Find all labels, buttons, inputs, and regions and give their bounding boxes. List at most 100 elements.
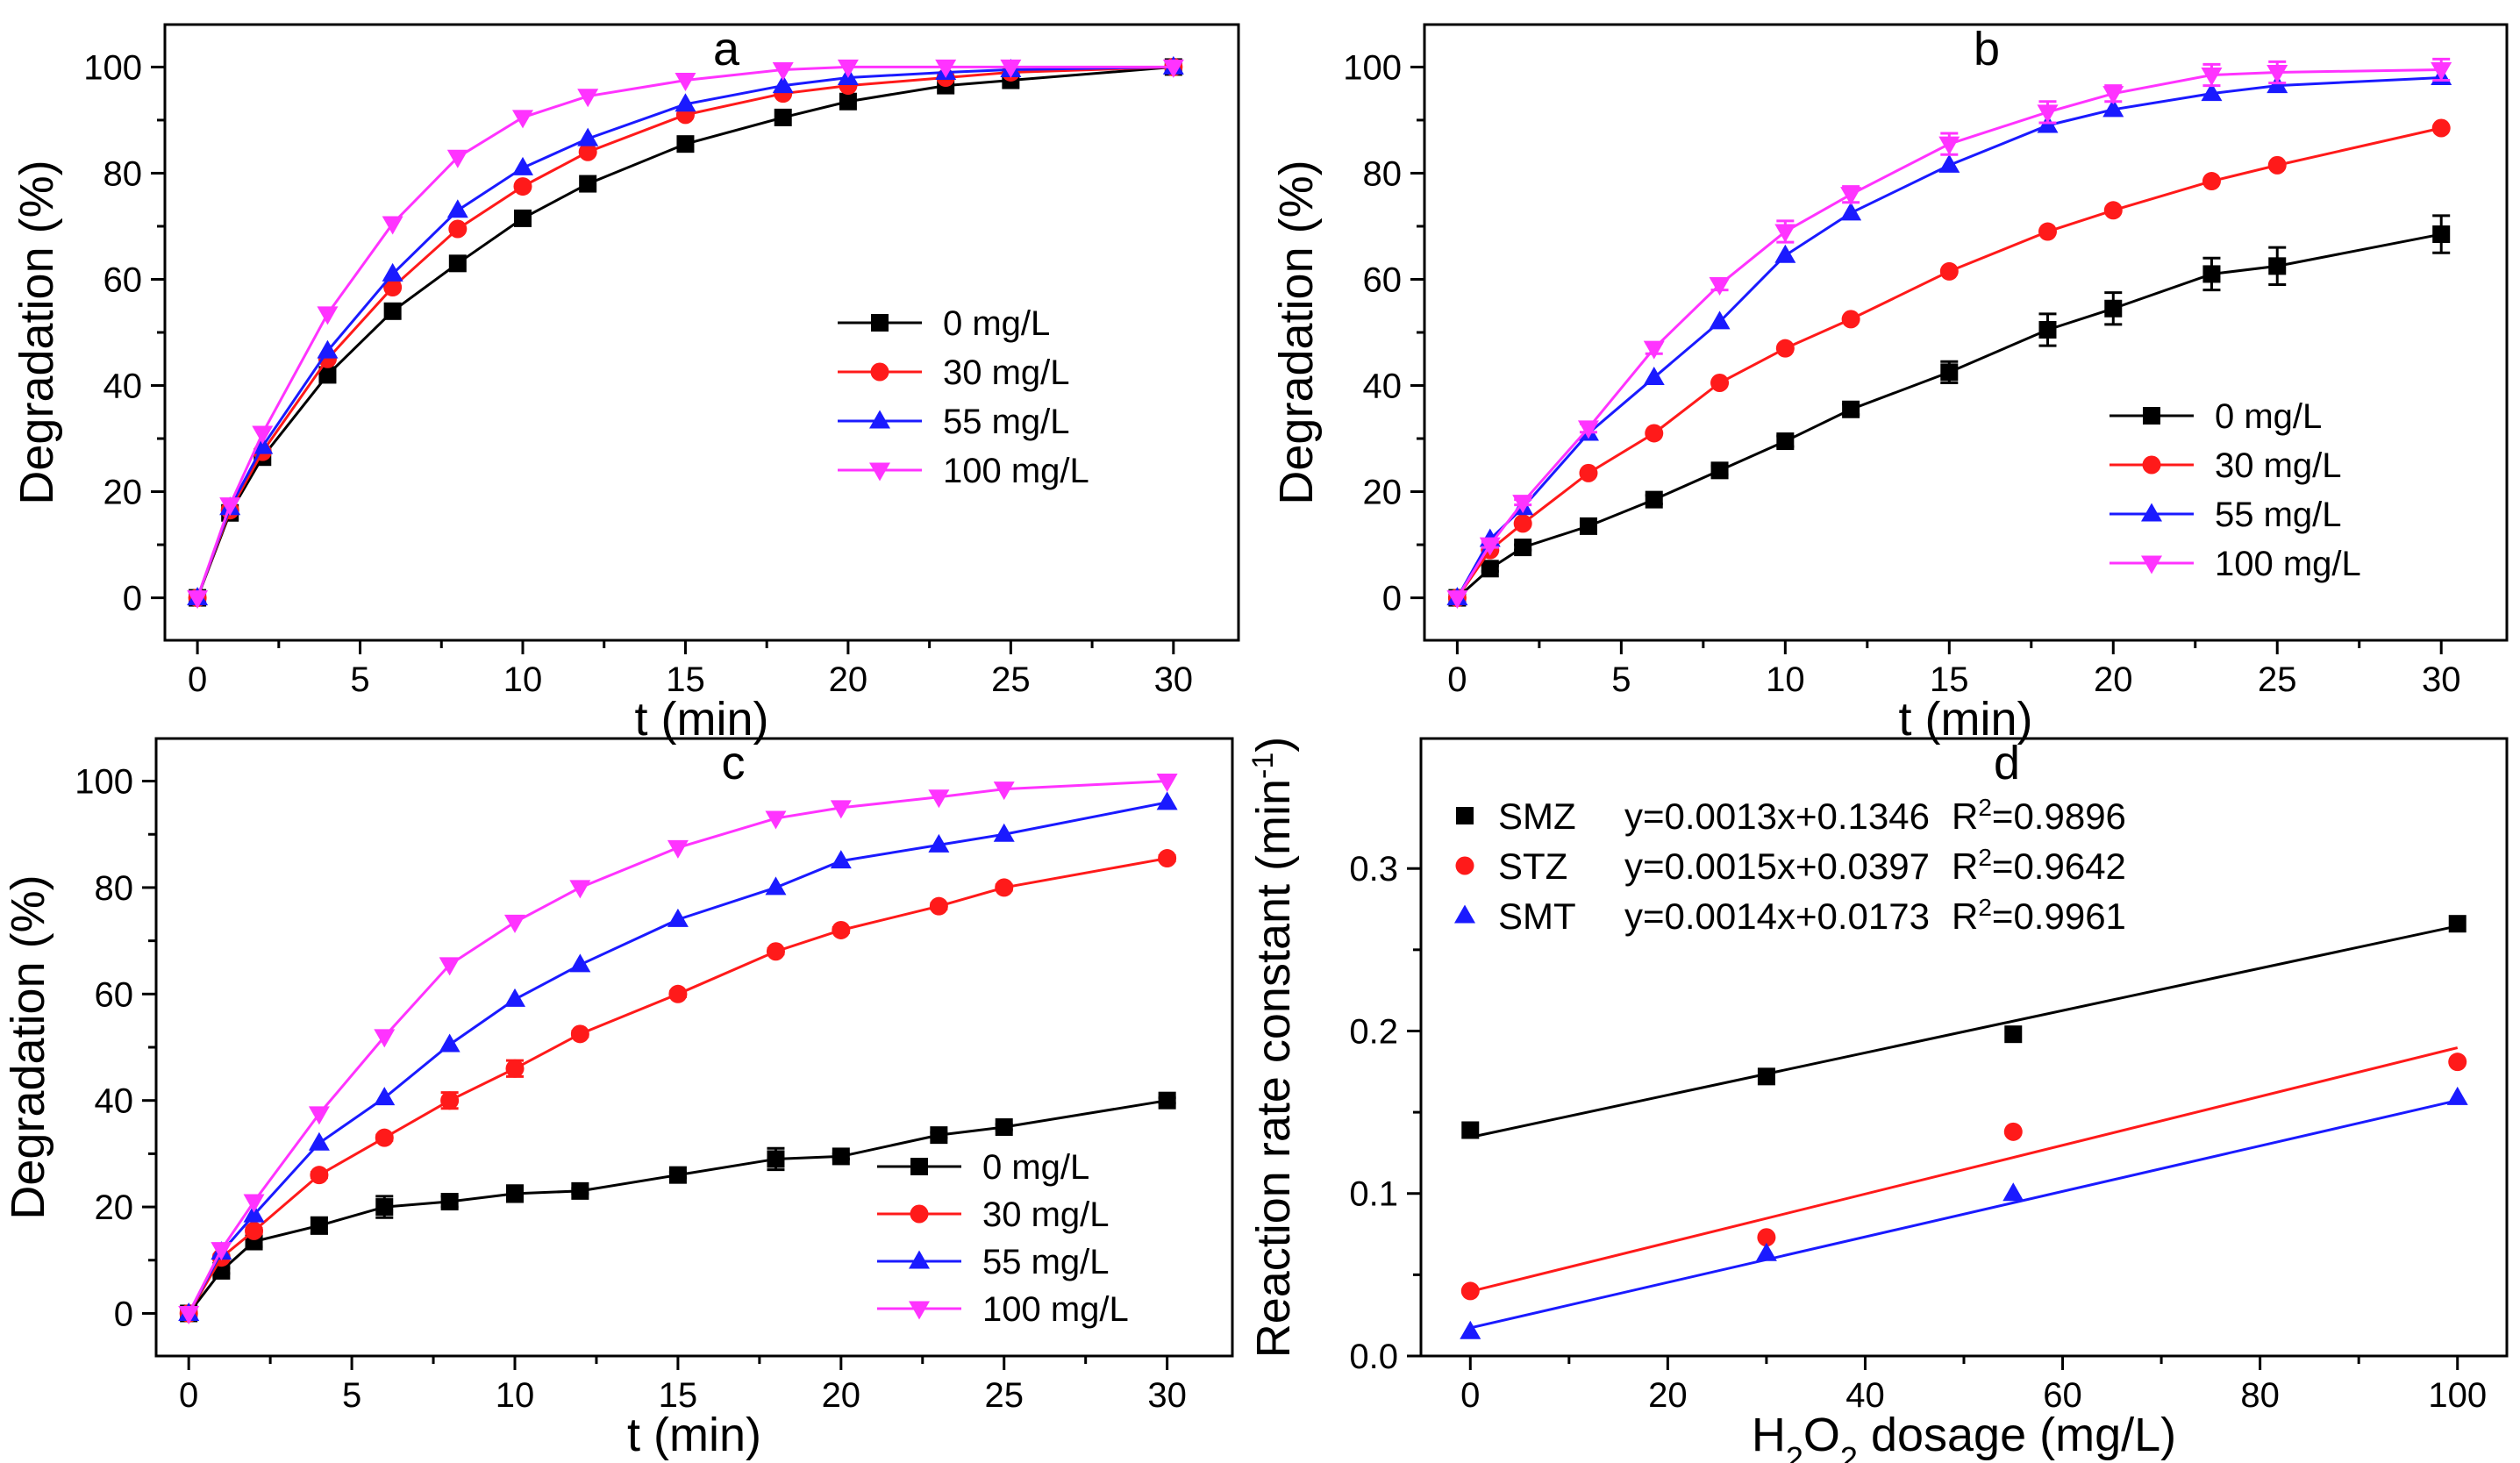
label-part: =0.9642	[1992, 846, 2126, 887]
x-tick-label: 25	[2258, 660, 2297, 699]
data-point	[995, 1118, 1013, 1137]
series-0-mg-l	[180, 1091, 1176, 1323]
y-tick-label: 60	[95, 975, 134, 1014]
fit-line	[1469, 1046, 2459, 1293]
data-point	[1710, 461, 1729, 480]
label-part: )	[1247, 737, 1300, 753]
series-smt	[1460, 1086, 2468, 1339]
y-axis-label: Degradation (%)	[11, 160, 63, 504]
legend-label: 100 mg/L	[2215, 545, 2361, 583]
legend-label: 0 mg/L	[982, 1148, 1089, 1187]
data-point	[2202, 265, 2221, 283]
data-point	[772, 61, 794, 81]
series-line	[187, 780, 1167, 1315]
data-point	[252, 425, 274, 445]
data-point	[382, 262, 403, 282]
series-line	[1456, 232, 2442, 599]
x-tick-label: 30	[2422, 660, 2461, 699]
y-axis-label: Reaction rate constant (min-1)	[1246, 737, 1300, 1359]
data-point	[446, 199, 468, 218]
data-point	[930, 1126, 948, 1145]
y-tick-label: 0	[123, 580, 142, 618]
data-point	[2037, 104, 2059, 124]
data-point	[995, 878, 1014, 897]
data-point	[178, 1305, 200, 1324]
chart-panel-c: 0 5 10 15 20 25 30 0 20 40 60 80 100 c t (min) Degradat…	[2, 737, 1234, 1461]
y-tick-label: 40	[95, 1082, 134, 1121]
data-point	[830, 850, 852, 869]
y-tick-label: 20	[95, 1188, 134, 1227]
data-point	[928, 833, 950, 853]
data-point	[308, 1131, 330, 1151]
chart-panel-a: 0 5 10 15 20 25 30 0 20 40 60 80 100 a t (min) Degradat…	[11, 23, 1240, 746]
data-point	[374, 1029, 396, 1048]
data-point	[676, 135, 695, 153]
y-tick-label: 80	[1363, 154, 1403, 193]
data-point	[668, 984, 688, 1003]
data-point	[512, 110, 533, 129]
label-part: O	[1803, 1409, 1840, 1461]
data-point	[2268, 257, 2287, 275]
data-point	[1579, 517, 1597, 535]
data-point	[1460, 1320, 1481, 1339]
data-point	[1776, 432, 1795, 451]
legend-marker	[869, 410, 890, 429]
data-point	[383, 278, 403, 297]
legend-label: 30 mg/L	[943, 353, 1070, 392]
legend: 0 mg/L 30 mg/L 55 mg/L 100 mg/L	[2110, 397, 2361, 583]
legend-marker	[871, 314, 889, 332]
legend-marker	[869, 462, 890, 482]
legend-marker	[2142, 455, 2161, 475]
y-axis-label: Degradation (%)	[1270, 160, 1323, 504]
data-point	[1481, 560, 1499, 578]
data-point	[837, 59, 859, 78]
data-point	[1156, 774, 1178, 793]
legend-marker	[909, 1250, 930, 1269]
x-tick-label: 30	[1147, 1376, 1187, 1415]
data-point	[1158, 849, 1177, 868]
subscript: 2	[1840, 1440, 1858, 1463]
data-point	[929, 896, 948, 916]
data-point	[578, 142, 597, 161]
data-point	[1842, 400, 1860, 418]
data-point	[774, 108, 792, 126]
label-part: R	[1952, 896, 1978, 937]
y-tick-label: 40	[104, 368, 143, 406]
data-point	[928, 789, 950, 809]
x-axis-label: t (min)	[627, 1409, 761, 1461]
x-tick-label: 100	[2428, 1376, 2487, 1415]
x-tick-label: 25	[984, 1376, 1024, 1415]
data-point	[2267, 155, 2287, 175]
data-point	[2038, 222, 2057, 241]
data-point	[1643, 340, 1665, 360]
data-point	[1757, 1067, 1775, 1086]
panel-letter: c	[722, 737, 746, 789]
data-point	[668, 1166, 687, 1184]
series-line	[1456, 68, 2442, 599]
label-part: =0.9961	[1992, 896, 2126, 937]
data-point	[667, 839, 689, 859]
label-part: Reaction rate constant (min	[1247, 779, 1300, 1358]
data-point	[832, 920, 851, 939]
y-tick-label: 0.2	[1349, 1012, 1398, 1051]
data-point	[317, 306, 339, 325]
data-point	[1940, 363, 1959, 382]
series-30-mg-l	[1447, 118, 2451, 608]
superscript: 2	[1978, 844, 1992, 871]
legend-marker	[1455, 856, 1474, 875]
data-point	[993, 823, 1015, 842]
legend-marker	[910, 1158, 928, 1175]
label-part: R	[1952, 796, 1978, 837]
data-point	[2201, 82, 2223, 102]
x-tick-label: 5	[342, 1376, 361, 1415]
data-point	[1643, 366, 1665, 385]
fit-equation: y=0.0013x+0.1346	[1624, 796, 1930, 837]
panel-letter: a	[713, 23, 740, 75]
y-tick-label: 0	[114, 1295, 133, 1333]
label-part: H	[1752, 1409, 1786, 1461]
data-point	[667, 908, 689, 927]
data-point	[375, 1128, 394, 1147]
data-point	[1709, 310, 1731, 330]
data-point	[1840, 202, 1862, 221]
